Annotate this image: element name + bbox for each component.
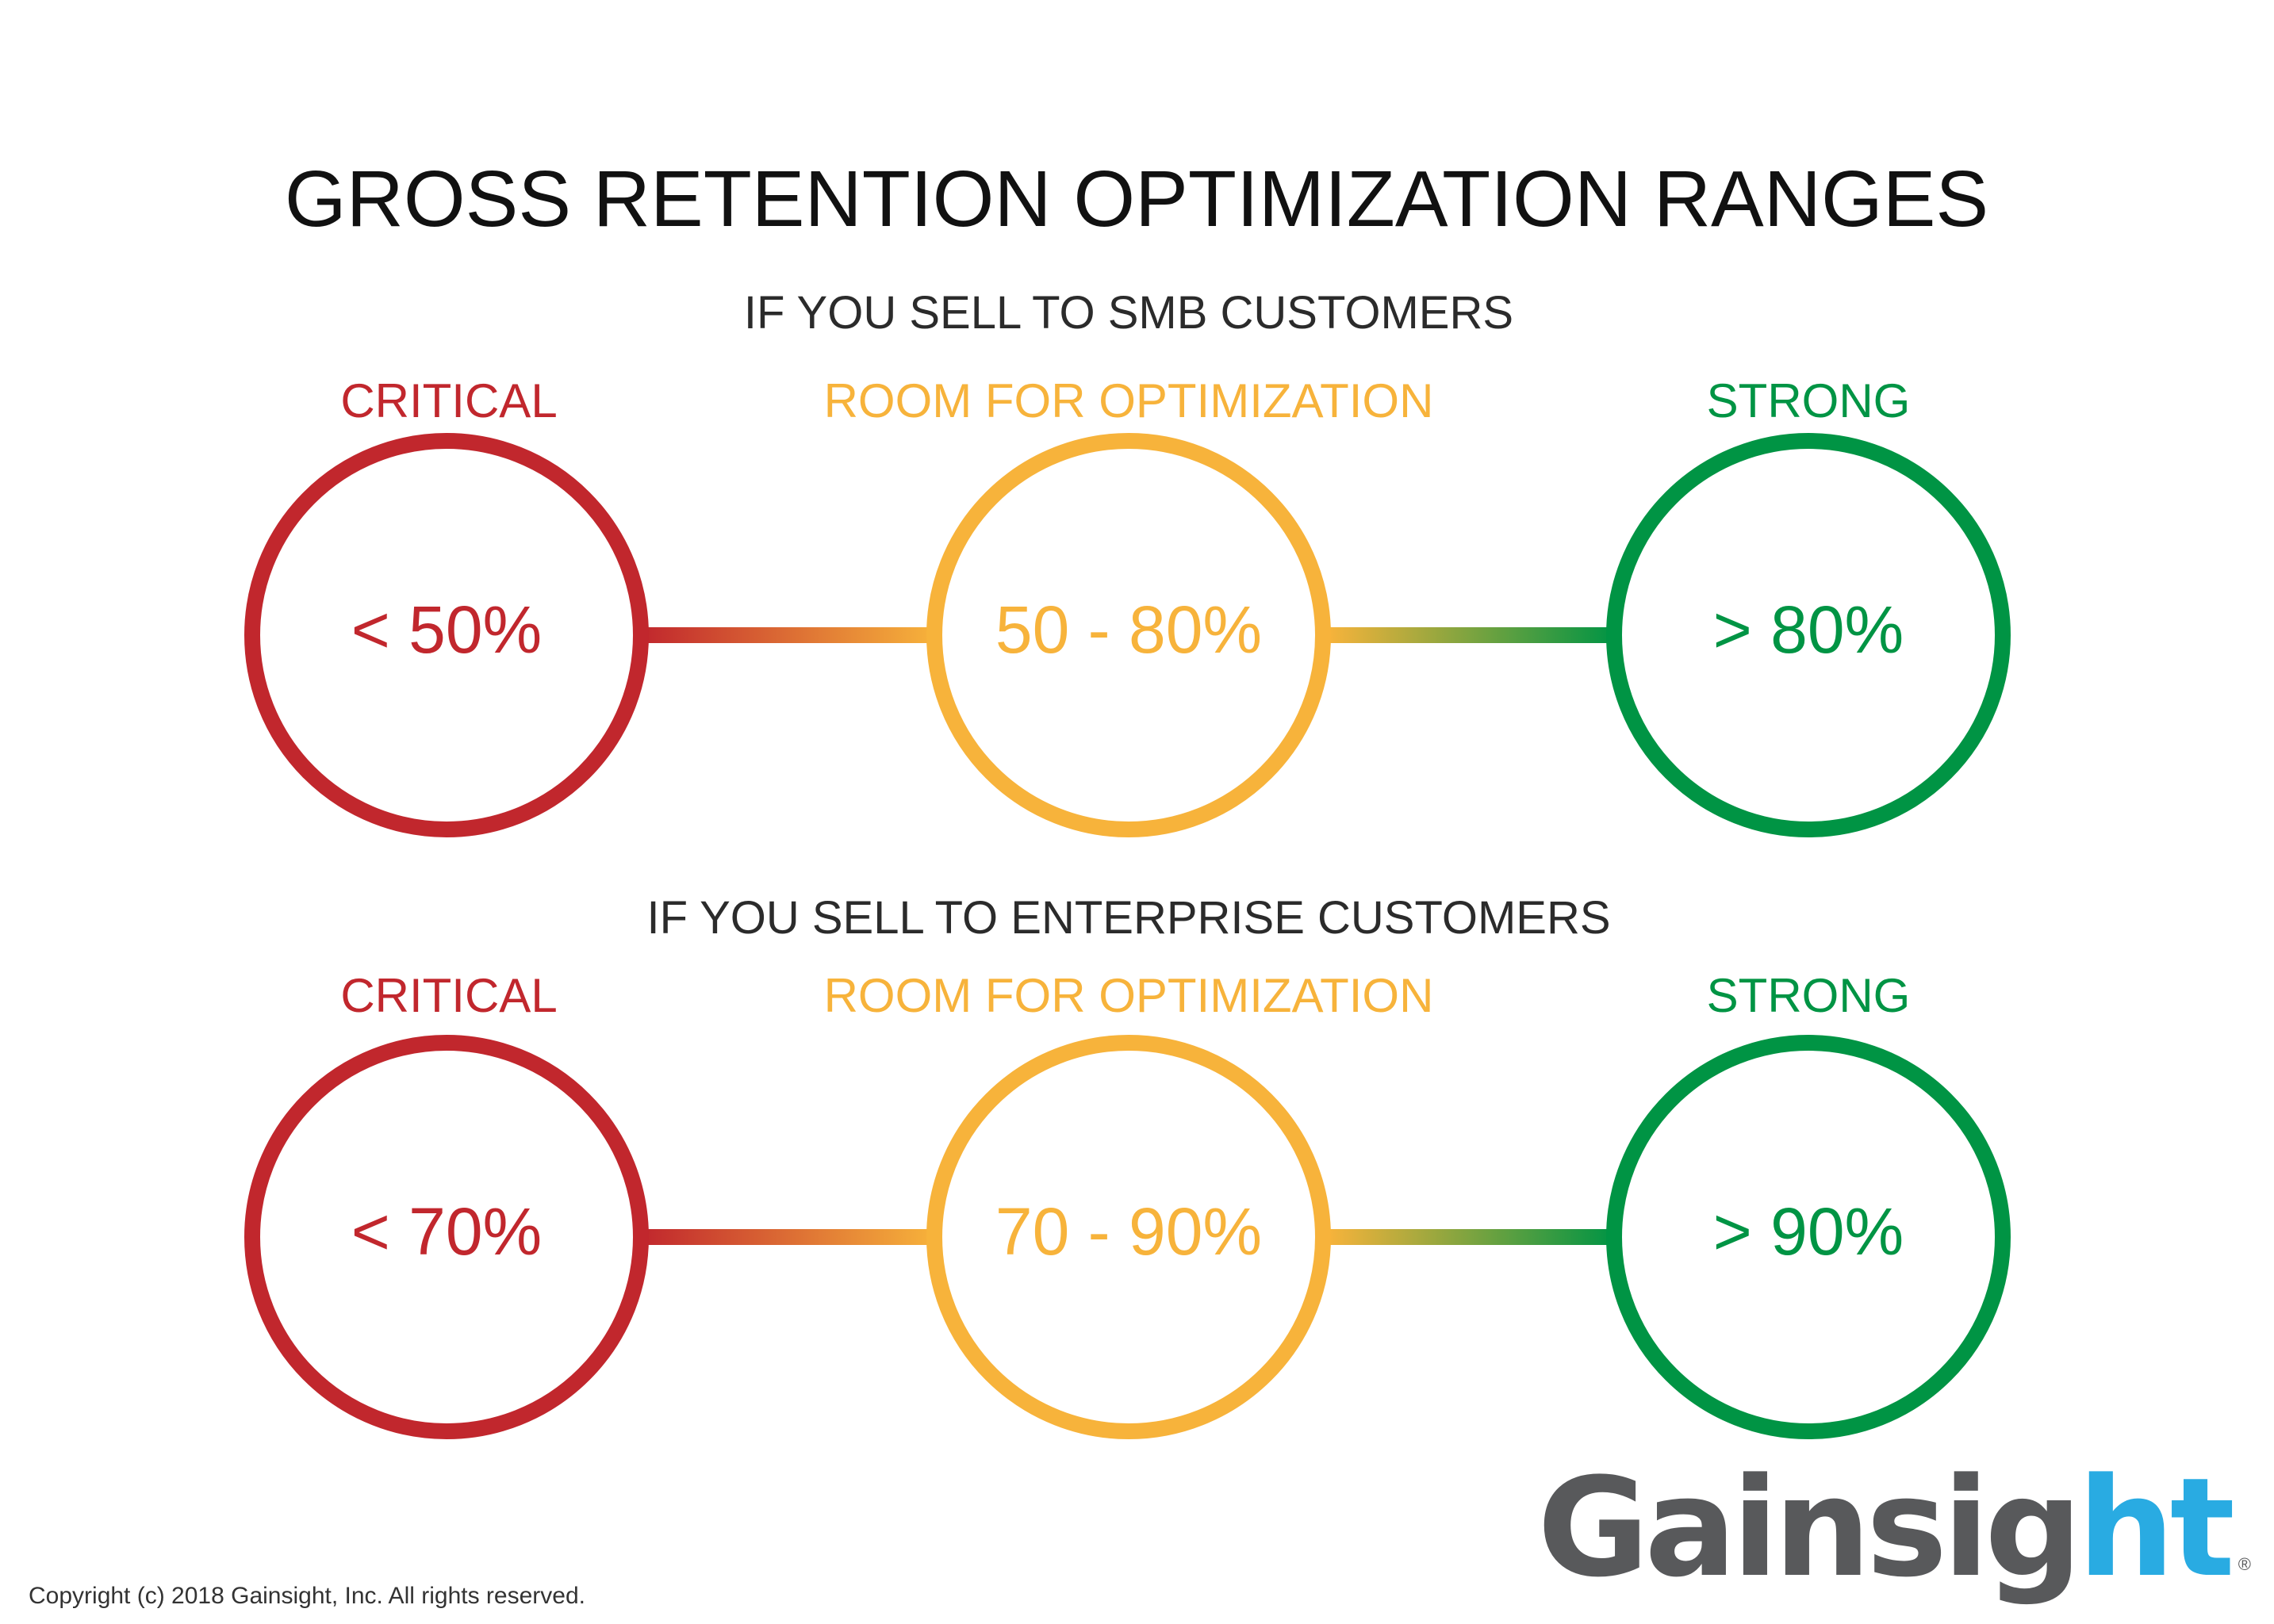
registered-mark: ® <box>2238 1554 2251 1574</box>
tier-label-optimization: ROOM FOR OPTIMIZATION <box>824 374 1434 427</box>
tier-ring-critical <box>244 1035 649 1439</box>
tier-optimization: ROOM FOR OPTIMIZATION 70 - 90% <box>824 969 1434 1439</box>
tier-optimization: ROOM FOR OPTIMIZATION 50 - 80% <box>824 374 1434 837</box>
tier-strong: STRONG > 80% <box>1606 374 2011 837</box>
tier-ring-optimization <box>926 1035 1331 1439</box>
connector-critical-to-optimization <box>642 1229 936 1245</box>
gainsight-logo: Gainsight ® <box>1537 1448 2251 1607</box>
tier-strong: STRONG > 90% <box>1606 969 2011 1439</box>
tier-critical: CRITICAL < 50% <box>244 374 649 837</box>
tier-range-optimization: 70 - 90% <box>995 1194 1262 1269</box>
connector-critical-to-optimization <box>642 627 936 643</box>
connector-optimization-to-strong <box>1329 627 1614 643</box>
tier-ring-strong <box>1606 433 2011 837</box>
tier-label-strong: STRONG <box>1707 374 1911 427</box>
tier-label-strong: STRONG <box>1707 969 1911 1022</box>
connector-optimization-to-strong <box>1329 1229 1614 1245</box>
tier-range-strong: > 80% <box>1713 592 1904 667</box>
tier-critical: CRITICAL < 70% <box>244 969 649 1439</box>
tier-label-critical: CRITICAL <box>340 969 557 1022</box>
tier-label-critical: CRITICAL <box>340 374 557 427</box>
tier-label-optimization: ROOM FOR OPTIMIZATION <box>824 969 1434 1022</box>
tier-range-strong: > 90% <box>1713 1194 1904 1269</box>
section-heading: IF YOU SELL TO ENTERPRISE CUSTOMERS <box>646 892 1610 944</box>
logo-wordmark: Gainsight <box>1537 1448 2233 1607</box>
tier-ring-critical <box>244 433 649 837</box>
copyright-notice: Copyright (c) 2018 Gainsight, Inc. All r… <box>29 1583 585 1609</box>
tier-range-optimization: 50 - 80% <box>995 592 1262 667</box>
page-title: GROSS RETENTION OPTIMIZATION RANGES <box>285 155 1988 243</box>
section-heading: IF YOU SELL TO SMB CUSTOMERS <box>744 287 1513 339</box>
tier-range-critical: < 70% <box>351 1194 543 1269</box>
tier-range-critical: < 50% <box>351 592 543 667</box>
logo-text-main: Gainsig <box>1537 1448 2077 1607</box>
section-smb: IF YOU SELL TO SMB CUSTOMERS CRITICAL < … <box>244 287 2011 837</box>
section-enterprise: IF YOU SELL TO ENTERPRISE CUSTOMERS CRIT… <box>244 892 2011 1439</box>
logo-text-accent: ht <box>2077 1448 2232 1607</box>
tier-ring-optimization <box>926 433 1331 837</box>
tier-ring-strong <box>1606 1035 2011 1439</box>
